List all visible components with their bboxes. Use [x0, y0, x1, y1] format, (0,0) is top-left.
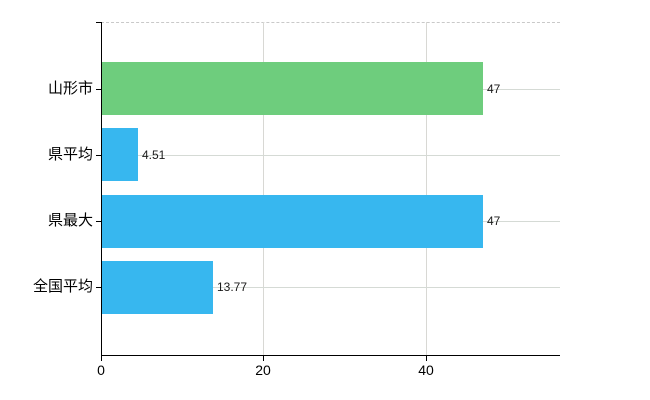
x-axis-tick	[426, 356, 427, 361]
category-label: 全国平均	[32, 278, 93, 295]
x-axis	[101, 355, 560, 356]
category-label: 県最大	[47, 212, 93, 229]
x-axis-tick	[263, 356, 264, 361]
y-axis-tick	[96, 221, 101, 222]
gridline-vertical	[263, 22, 264, 355]
y-axis-top-tick	[96, 22, 101, 23]
bar-value-label: 47	[487, 214, 501, 228]
y-axis-tick	[96, 155, 101, 156]
category-label: 県平均	[47, 146, 93, 163]
x-tick-label: 20	[255, 362, 271, 378]
gridline-horizontal	[101, 287, 560, 288]
bar-value-label: 13.77	[217, 280, 248, 294]
x-axis-tick	[101, 356, 102, 361]
bar	[101, 195, 483, 248]
y-axis-tick	[96, 89, 101, 90]
bar	[101, 128, 138, 181]
x-tick-label: 40	[418, 362, 434, 378]
plot-top-gridline	[101, 22, 560, 23]
gridline-horizontal	[101, 155, 560, 156]
y-axis-tick	[96, 287, 101, 288]
y-axis	[101, 22, 102, 356]
bar-value-label: 4.51	[142, 148, 166, 162]
gridline-vertical	[426, 22, 427, 355]
bar-value-label: 47	[487, 82, 501, 96]
bar	[101, 261, 213, 314]
bar	[101, 62, 483, 115]
category-label: 山形市	[47, 80, 93, 97]
x-tick-label: 0	[97, 362, 105, 378]
